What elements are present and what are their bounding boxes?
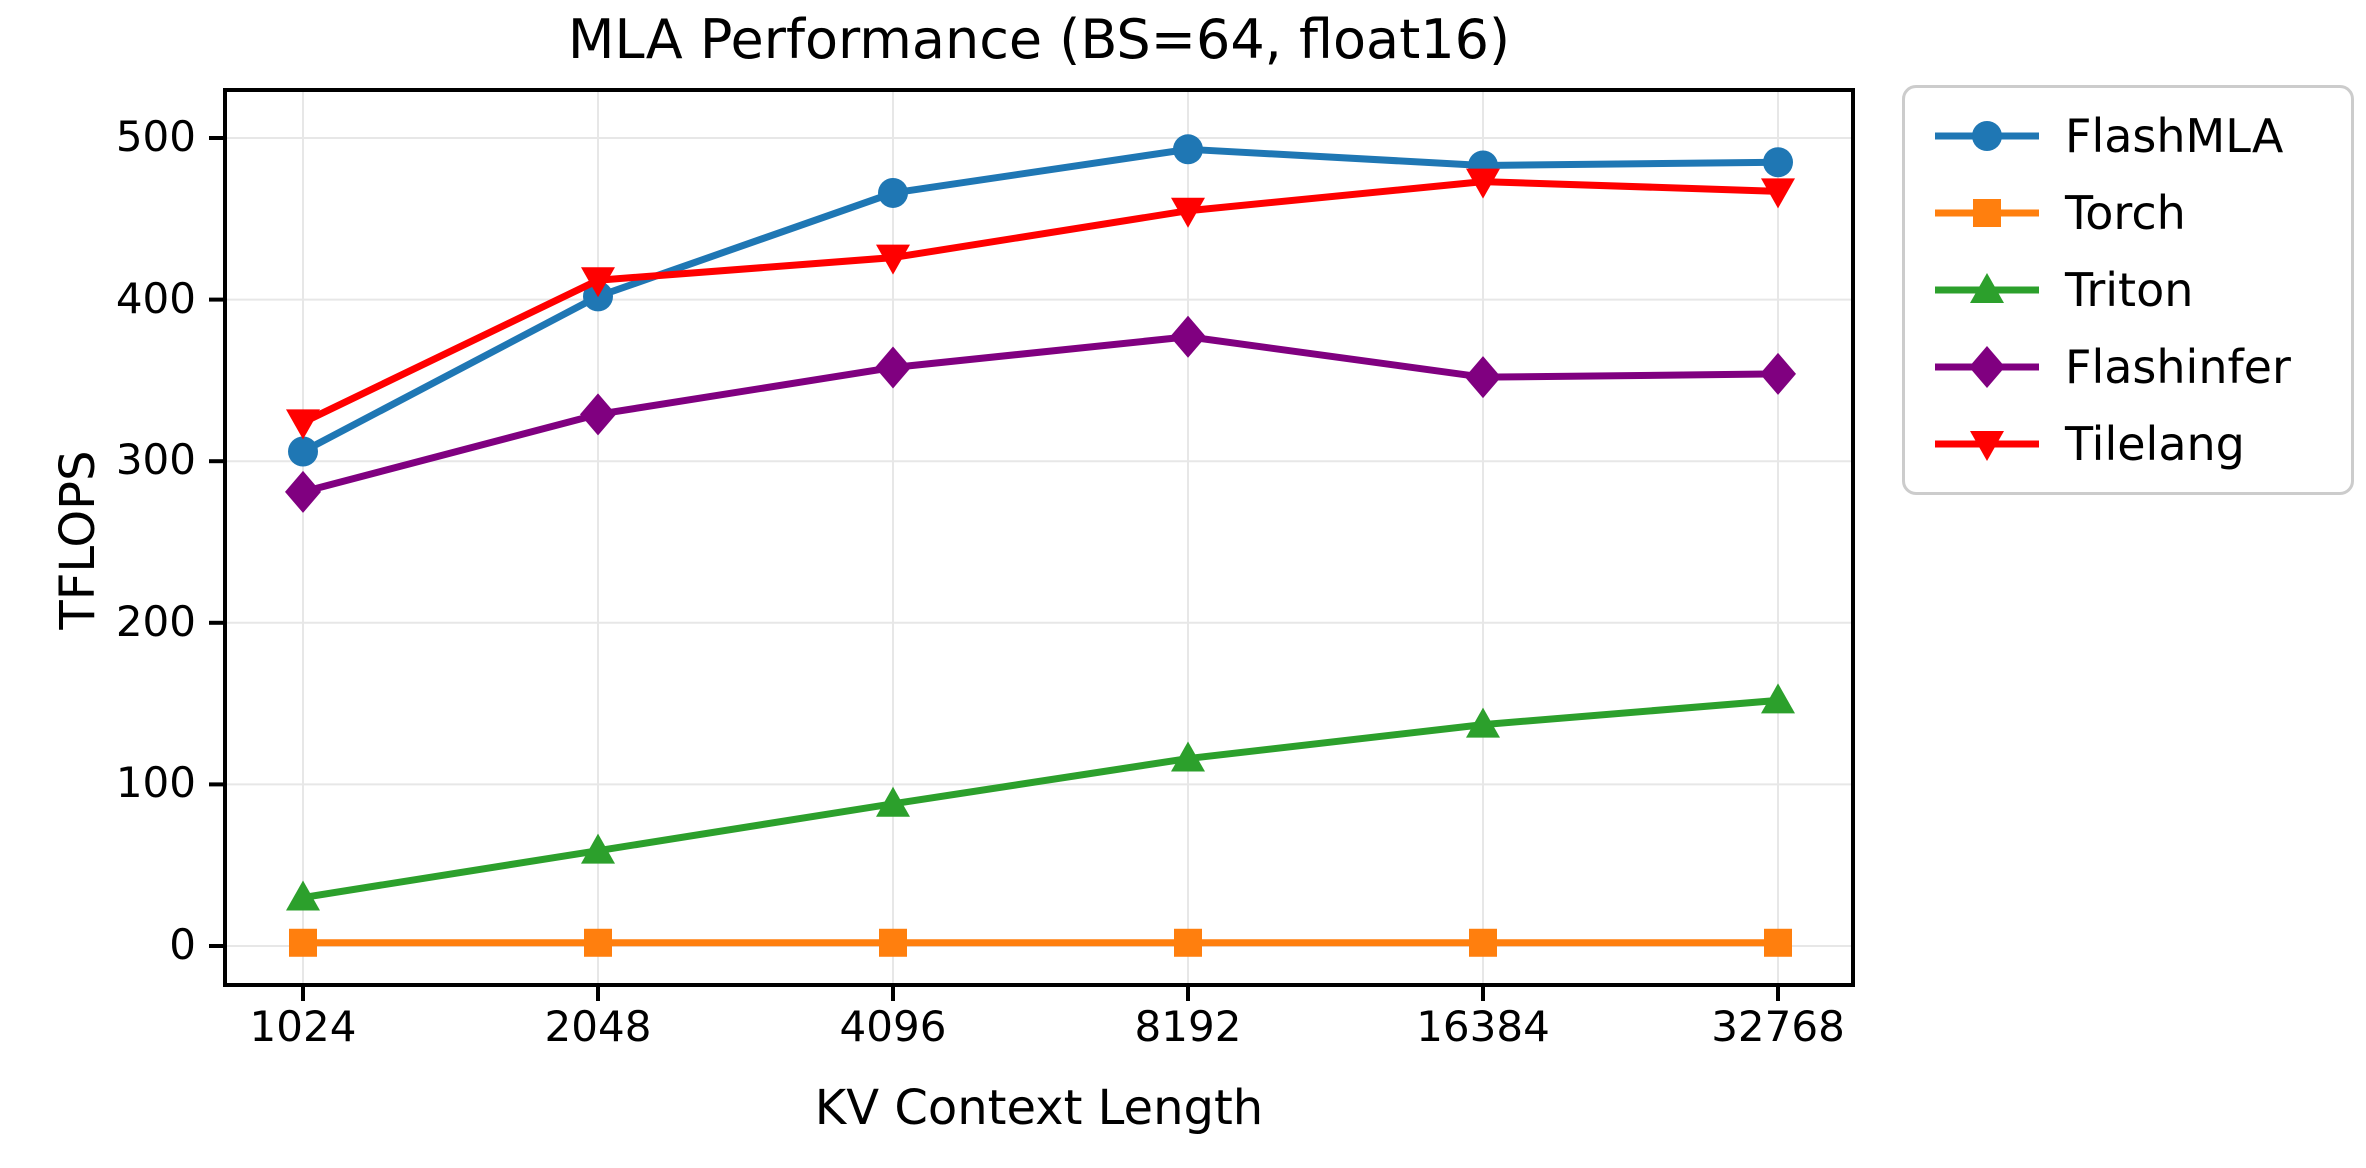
y-tick-label: 200 <box>115 596 196 646</box>
x-axis-label: KV Context Length <box>814 1080 1264 1136</box>
x-tick-label: 32768 <box>1711 1002 1845 1051</box>
tilelang-point <box>581 267 615 298</box>
legend-label: Flashinfer <box>2065 340 2291 394</box>
legend-label: FlashMLA <box>2065 109 2284 163</box>
triton-point <box>1466 707 1500 738</box>
tilelang-point <box>1761 178 1795 209</box>
x-tick-label: 4096 <box>839 1002 947 1051</box>
triton-point <box>1761 683 1795 714</box>
triton-legend-marker-icon <box>1935 273 2039 303</box>
torch-point <box>1764 928 1792 957</box>
flashinfer-legend-marker <box>1969 346 2005 388</box>
torch-point <box>879 928 907 957</box>
legend-item-torch: Torch <box>1931 185 2325 241</box>
flashinfer-line <box>299 333 1782 496</box>
flashinfer-point <box>875 346 911 389</box>
x-tick-label: 8192 <box>1134 1002 1242 1051</box>
tilelang-point <box>876 244 910 275</box>
legend-label: Torch <box>2065 186 2186 240</box>
flashmla-point <box>1173 134 1203 165</box>
flashmla-legend-marker-icon <box>1935 121 2039 151</box>
torch-point <box>1469 928 1497 957</box>
flashmla-point <box>878 177 908 208</box>
legend-item-tilelang: Tilelang <box>1931 416 2325 472</box>
legend-item-flashinfer: Flashinfer <box>1931 339 2325 395</box>
flashmla-line <box>299 145 1782 456</box>
y-tick-label: 100 <box>115 758 196 808</box>
legend: FlashMLA Torch Triton Flashinfer Tilelang <box>1902 85 2354 495</box>
legend-label: Tilelang <box>2065 417 2245 471</box>
flashmla-point <box>288 436 318 467</box>
flashinfer-point <box>580 393 616 436</box>
triton-point <box>286 880 320 911</box>
flashinfer-point <box>285 470 321 513</box>
triton-line <box>299 696 1782 902</box>
triton-point <box>581 833 615 864</box>
legend-label: Triton <box>2065 263 2194 317</box>
torch-legend-marker-icon <box>1935 199 2039 227</box>
x-tick-label: 2048 <box>544 1002 652 1051</box>
flashinfer-legend-marker-icon <box>1935 346 2039 388</box>
flashmla-point <box>1763 147 1793 178</box>
flashinfer-point <box>1760 352 1796 395</box>
y-tick-label: 300 <box>115 435 196 485</box>
legend-item-triton: Triton <box>1931 262 2325 318</box>
tilelang-point <box>286 409 320 440</box>
chart-title: MLA Performance (BS=64, float16) <box>567 8 1511 71</box>
y-tick-label: 500 <box>115 112 196 161</box>
x-tick-label: 1024 <box>249 1002 357 1051</box>
tilelang-legend-marker <box>1970 431 2004 461</box>
tilelang-point <box>1466 168 1500 199</box>
y-tick-label: 0 <box>169 920 196 969</box>
tilelang-line <box>299 178 1782 426</box>
tilelang-point <box>1171 197 1205 228</box>
legend-item-flashmla: FlashMLA <box>1931 108 2325 164</box>
torch-legend-marker <box>1973 199 2001 227</box>
axes-box <box>223 88 1855 987</box>
x-tick-label: 16384 <box>1416 1002 1550 1051</box>
flashinfer-point <box>1170 315 1206 358</box>
flashinfer-point <box>1465 356 1501 399</box>
tilelang-legend-marker-icon <box>1935 431 2039 461</box>
y-tick-label: 400 <box>115 273 196 323</box>
torch-point <box>1174 928 1202 957</box>
triton-legend-marker <box>1970 273 2004 303</box>
triton-point <box>1171 741 1205 772</box>
flashmla-legend-marker <box>1972 121 2002 151</box>
torch-point <box>584 928 612 957</box>
torch-point <box>289 928 317 957</box>
triton-point <box>876 786 910 817</box>
